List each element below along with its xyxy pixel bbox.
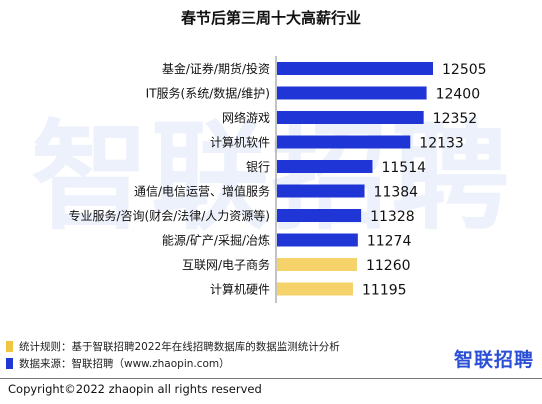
category-label: 基金/证券/期货/投资 xyxy=(162,61,270,76)
bar xyxy=(277,184,365,198)
data-label: 11328 xyxy=(370,209,415,225)
data-label: 12505 xyxy=(442,62,487,78)
category-label: 能源/矿产/采掘/冶炼 xyxy=(162,233,270,248)
note-rule-text: 统计规则：基于智联招聘2022年在线招聘数据库的数据监测统计分析 xyxy=(19,341,340,353)
data-label: 12133 xyxy=(419,136,464,152)
category-label: 计算机软件 xyxy=(210,135,270,150)
data-label: 11514 xyxy=(381,160,426,176)
bar xyxy=(277,258,357,271)
note-row: 数据来源：智联招聘（www.zhaopin.com） xyxy=(6,355,340,372)
bar xyxy=(277,233,358,247)
category-label: 计算机硬件 xyxy=(210,282,270,297)
bar xyxy=(277,62,433,75)
category-label: 网络游戏 xyxy=(222,110,270,125)
category-label: 专业服务/咨询(财会/法律/人力资源等) xyxy=(69,208,271,223)
data-label: 11274 xyxy=(367,234,412,250)
bar xyxy=(277,209,362,222)
category-label: 通信/电信运营、增值服务 xyxy=(134,184,270,199)
copyright-text: Copyright©2022 zhaopin all rights reserv… xyxy=(8,382,262,396)
bar xyxy=(277,160,373,173)
bar-chart: 基金/证券/期货/投资 12505 IT服务(系统/数据/维护) 12400 网络游戏 1… xyxy=(69,56,487,303)
data-label: 12352 xyxy=(433,111,478,127)
data-label: 12400 xyxy=(436,87,481,103)
note-source-marker xyxy=(6,358,13,369)
footer-divider xyxy=(0,378,542,379)
category-label: IT服务(系统/数据/维护) xyxy=(146,86,270,101)
bar xyxy=(277,111,424,124)
data-label: 11195 xyxy=(362,283,407,299)
chart-title: 春节后第三周十大高薪行业 xyxy=(180,9,361,27)
note-row: 统计规则：基于智联招聘2022年在线招聘数据库的数据监测统计分析 xyxy=(6,338,340,355)
category-label: 互联网/电子商务 xyxy=(182,257,270,272)
note-source-text: 数据来源：智联招聘（www.zhaopin.com） xyxy=(19,358,230,370)
category-label: 银行 xyxy=(246,160,270,174)
bar xyxy=(277,135,411,149)
bar xyxy=(277,86,427,100)
notes: 统计规则：基于智联招聘2022年在线招聘数据库的数据监测统计分析 数据来源：智联… xyxy=(6,338,340,372)
watermark-logo: 智联招聘 xyxy=(30,108,511,246)
bar xyxy=(277,282,353,296)
data-label: 11384 xyxy=(374,185,419,201)
brand-logo: 智联招聘 xyxy=(453,349,534,371)
note-rule-marker xyxy=(6,341,13,352)
data-label: 11260 xyxy=(366,258,411,274)
